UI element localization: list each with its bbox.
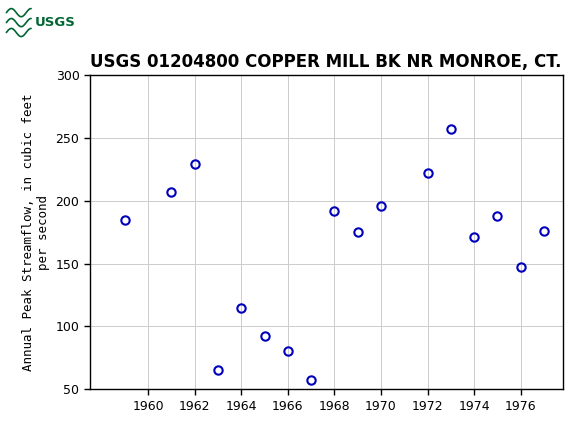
Bar xyxy=(5,3,60,42)
Title: USGS 01204800 COPPER MILL BK NR MONROE, CT.: USGS 01204800 COPPER MILL BK NR MONROE, … xyxy=(90,53,562,71)
Y-axis label: Annual Peak Streamflow, in cubic feet
per second: Annual Peak Streamflow, in cubic feet pe… xyxy=(22,93,50,371)
Text: USGS: USGS xyxy=(35,16,76,29)
